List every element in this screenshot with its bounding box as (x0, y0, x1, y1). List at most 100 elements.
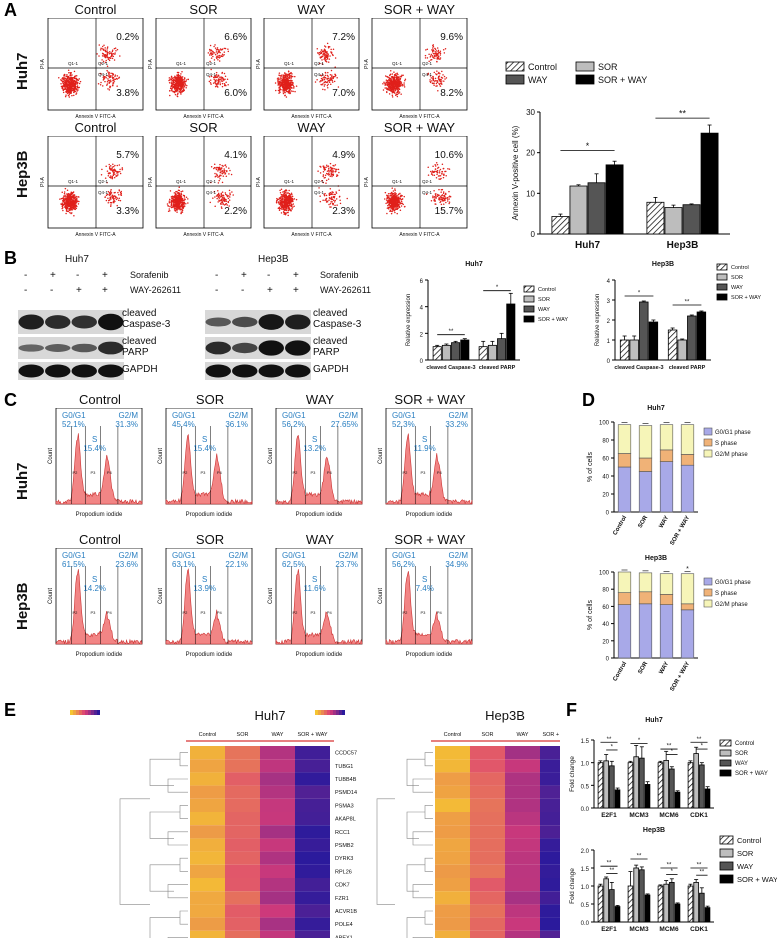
flow-dot (435, 162, 438, 164)
flow-dot (398, 81, 401, 84)
heatmap-cell (190, 838, 225, 852)
heatmap-cell (470, 812, 505, 826)
flow-dot (72, 196, 75, 198)
flow-dot (444, 48, 447, 50)
upper-right-percent: 7.2% (332, 32, 355, 43)
flow-dot (61, 86, 64, 89)
cc-frame (385, 548, 473, 645)
cc-histogram-area (275, 569, 363, 645)
flow-dot (284, 73, 286, 75)
flow-dot (449, 195, 452, 198)
flow-dot (121, 167, 124, 169)
flow-dot (324, 199, 326, 202)
quadrant-label-q4: Q4-1 (314, 72, 325, 77)
gate-label-p4: P4 (437, 610, 443, 615)
flow-dot (114, 78, 117, 80)
stack-2-1 (638, 425, 653, 459)
flow-dot (172, 198, 174, 201)
flow-dot (318, 51, 321, 54)
flow-dot (179, 75, 182, 78)
y-tick-label: 3 (607, 299, 611, 305)
flow-dot (107, 71, 109, 73)
quadrant-label-q4: Q4-1 (98, 190, 109, 195)
flow-dot (439, 85, 442, 87)
flow-dot (72, 191, 74, 194)
flow-dot (328, 171, 330, 173)
flow-dot (390, 194, 393, 197)
cc-title: WAY (305, 392, 335, 407)
flow-dot (404, 79, 406, 82)
flow-dot (228, 167, 230, 169)
flow-dot (67, 202, 70, 204)
flow-dot (182, 202, 185, 205)
flow-dot (276, 197, 278, 200)
heatmap-cell (295, 759, 330, 773)
flow-dot (101, 168, 103, 171)
cc-histogram: P2 P3 P4G0/G161.5%G2/M23.6%S14.2%Propodium… (48, 548, 143, 658)
flow-dot (391, 201, 393, 203)
cc-y-axis-label: Count (268, 588, 274, 604)
flow-dot (404, 78, 407, 81)
flow-dot (178, 74, 180, 77)
flow-dot (219, 83, 222, 86)
flow-dot (437, 58, 440, 60)
flow-dot (179, 196, 181, 198)
flow-dot (289, 200, 292, 203)
flow-dot (185, 80, 187, 83)
flow-dot (118, 197, 121, 200)
flow-dot (294, 90, 296, 93)
flow-dot (180, 192, 182, 195)
heatmap-col-label: WAY (272, 732, 284, 738)
flow-dot (215, 51, 218, 53)
flow-dot (438, 80, 440, 82)
flow-dot (108, 89, 111, 91)
g0g1-label: G0/G1 (172, 411, 196, 420)
flow-dot (224, 169, 226, 172)
flow-dot (221, 85, 224, 88)
flow-dot (388, 78, 391, 80)
flow-dot (220, 174, 222, 177)
flow-dot (64, 187, 67, 190)
heatmap-cell (295, 746, 330, 760)
flow-dot (116, 164, 119, 167)
heatmap-cell (540, 838, 560, 852)
flow-dot (400, 195, 402, 198)
flow-dot (74, 83, 77, 86)
flow-dot (442, 74, 444, 76)
cc-histogram: P2 P3 P4G0/G156.2%G2/M27.65%S13.2%Propodiu… (268, 408, 363, 518)
flow-dot (325, 53, 327, 56)
flow-dot (217, 201, 219, 203)
stack-0-3 (680, 464, 695, 513)
band-label-gapdh: GAPDH (313, 364, 349, 375)
flow-dot (224, 192, 227, 194)
g2m-value: 33.2% (445, 420, 468, 429)
flow-dot (438, 178, 440, 180)
flow-dot (180, 193, 183, 196)
flow-dot (116, 48, 119, 51)
flow-dot (329, 166, 332, 168)
panel-label-f: F (566, 700, 577, 720)
flow-y-axis-label: PI-A (364, 58, 370, 68)
dendro-branch (424, 857, 433, 872)
flow-dot (329, 74, 332, 76)
flow-dot (290, 90, 293, 92)
heatmap-cell (260, 917, 295, 931)
gate-label-p2: P2 (182, 470, 188, 475)
flow-dot (104, 54, 107, 56)
dendro-branch (149, 758, 180, 786)
flow-dot (285, 202, 287, 204)
flow-dot (291, 195, 294, 198)
gate-label-p3: P3 (421, 610, 427, 615)
flow-dot (438, 78, 441, 81)
cc-y-axis-label: Count (48, 448, 54, 464)
flow-dot (221, 82, 224, 85)
flow-dot (424, 54, 427, 57)
flow-dot (332, 75, 335, 78)
flow-dot (178, 88, 180, 90)
flow-dot (429, 170, 432, 173)
heatmap-cell (470, 904, 505, 918)
flow-dot (172, 90, 175, 93)
flow-dot (176, 211, 178, 213)
lower-right-percent: 8.2% (440, 88, 463, 99)
flow-dot (100, 73, 102, 75)
